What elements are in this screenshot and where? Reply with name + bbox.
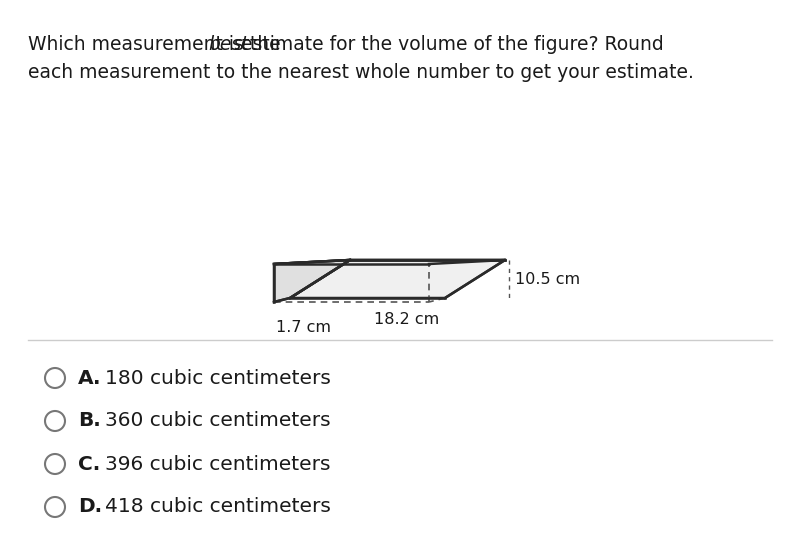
Text: A.: A.	[78, 368, 102, 387]
Text: 418 cubic centimeters: 418 cubic centimeters	[105, 498, 331, 517]
Text: B.: B.	[78, 412, 101, 431]
Text: C.: C.	[78, 454, 100, 473]
Text: 1.7 cm: 1.7 cm	[276, 320, 331, 335]
Text: estimate for the volume of the figure? Round: estimate for the volume of the figure? R…	[235, 35, 664, 54]
Text: 180 cubic centimeters: 180 cubic centimeters	[105, 368, 331, 387]
Polygon shape	[274, 260, 350, 302]
Text: 18.2 cm: 18.2 cm	[374, 312, 440, 327]
Polygon shape	[274, 260, 505, 264]
Text: Which measurement is the: Which measurement is the	[28, 35, 286, 54]
Text: 396 cubic centimeters: 396 cubic centimeters	[105, 454, 330, 473]
Text: 360 cubic centimeters: 360 cubic centimeters	[105, 412, 330, 431]
Text: best: best	[209, 35, 249, 54]
Text: D.: D.	[78, 498, 102, 517]
Polygon shape	[290, 260, 505, 298]
Text: each measurement to the nearest whole number to get your estimate.: each measurement to the nearest whole nu…	[28, 63, 694, 82]
Text: 10.5 cm: 10.5 cm	[515, 271, 580, 287]
